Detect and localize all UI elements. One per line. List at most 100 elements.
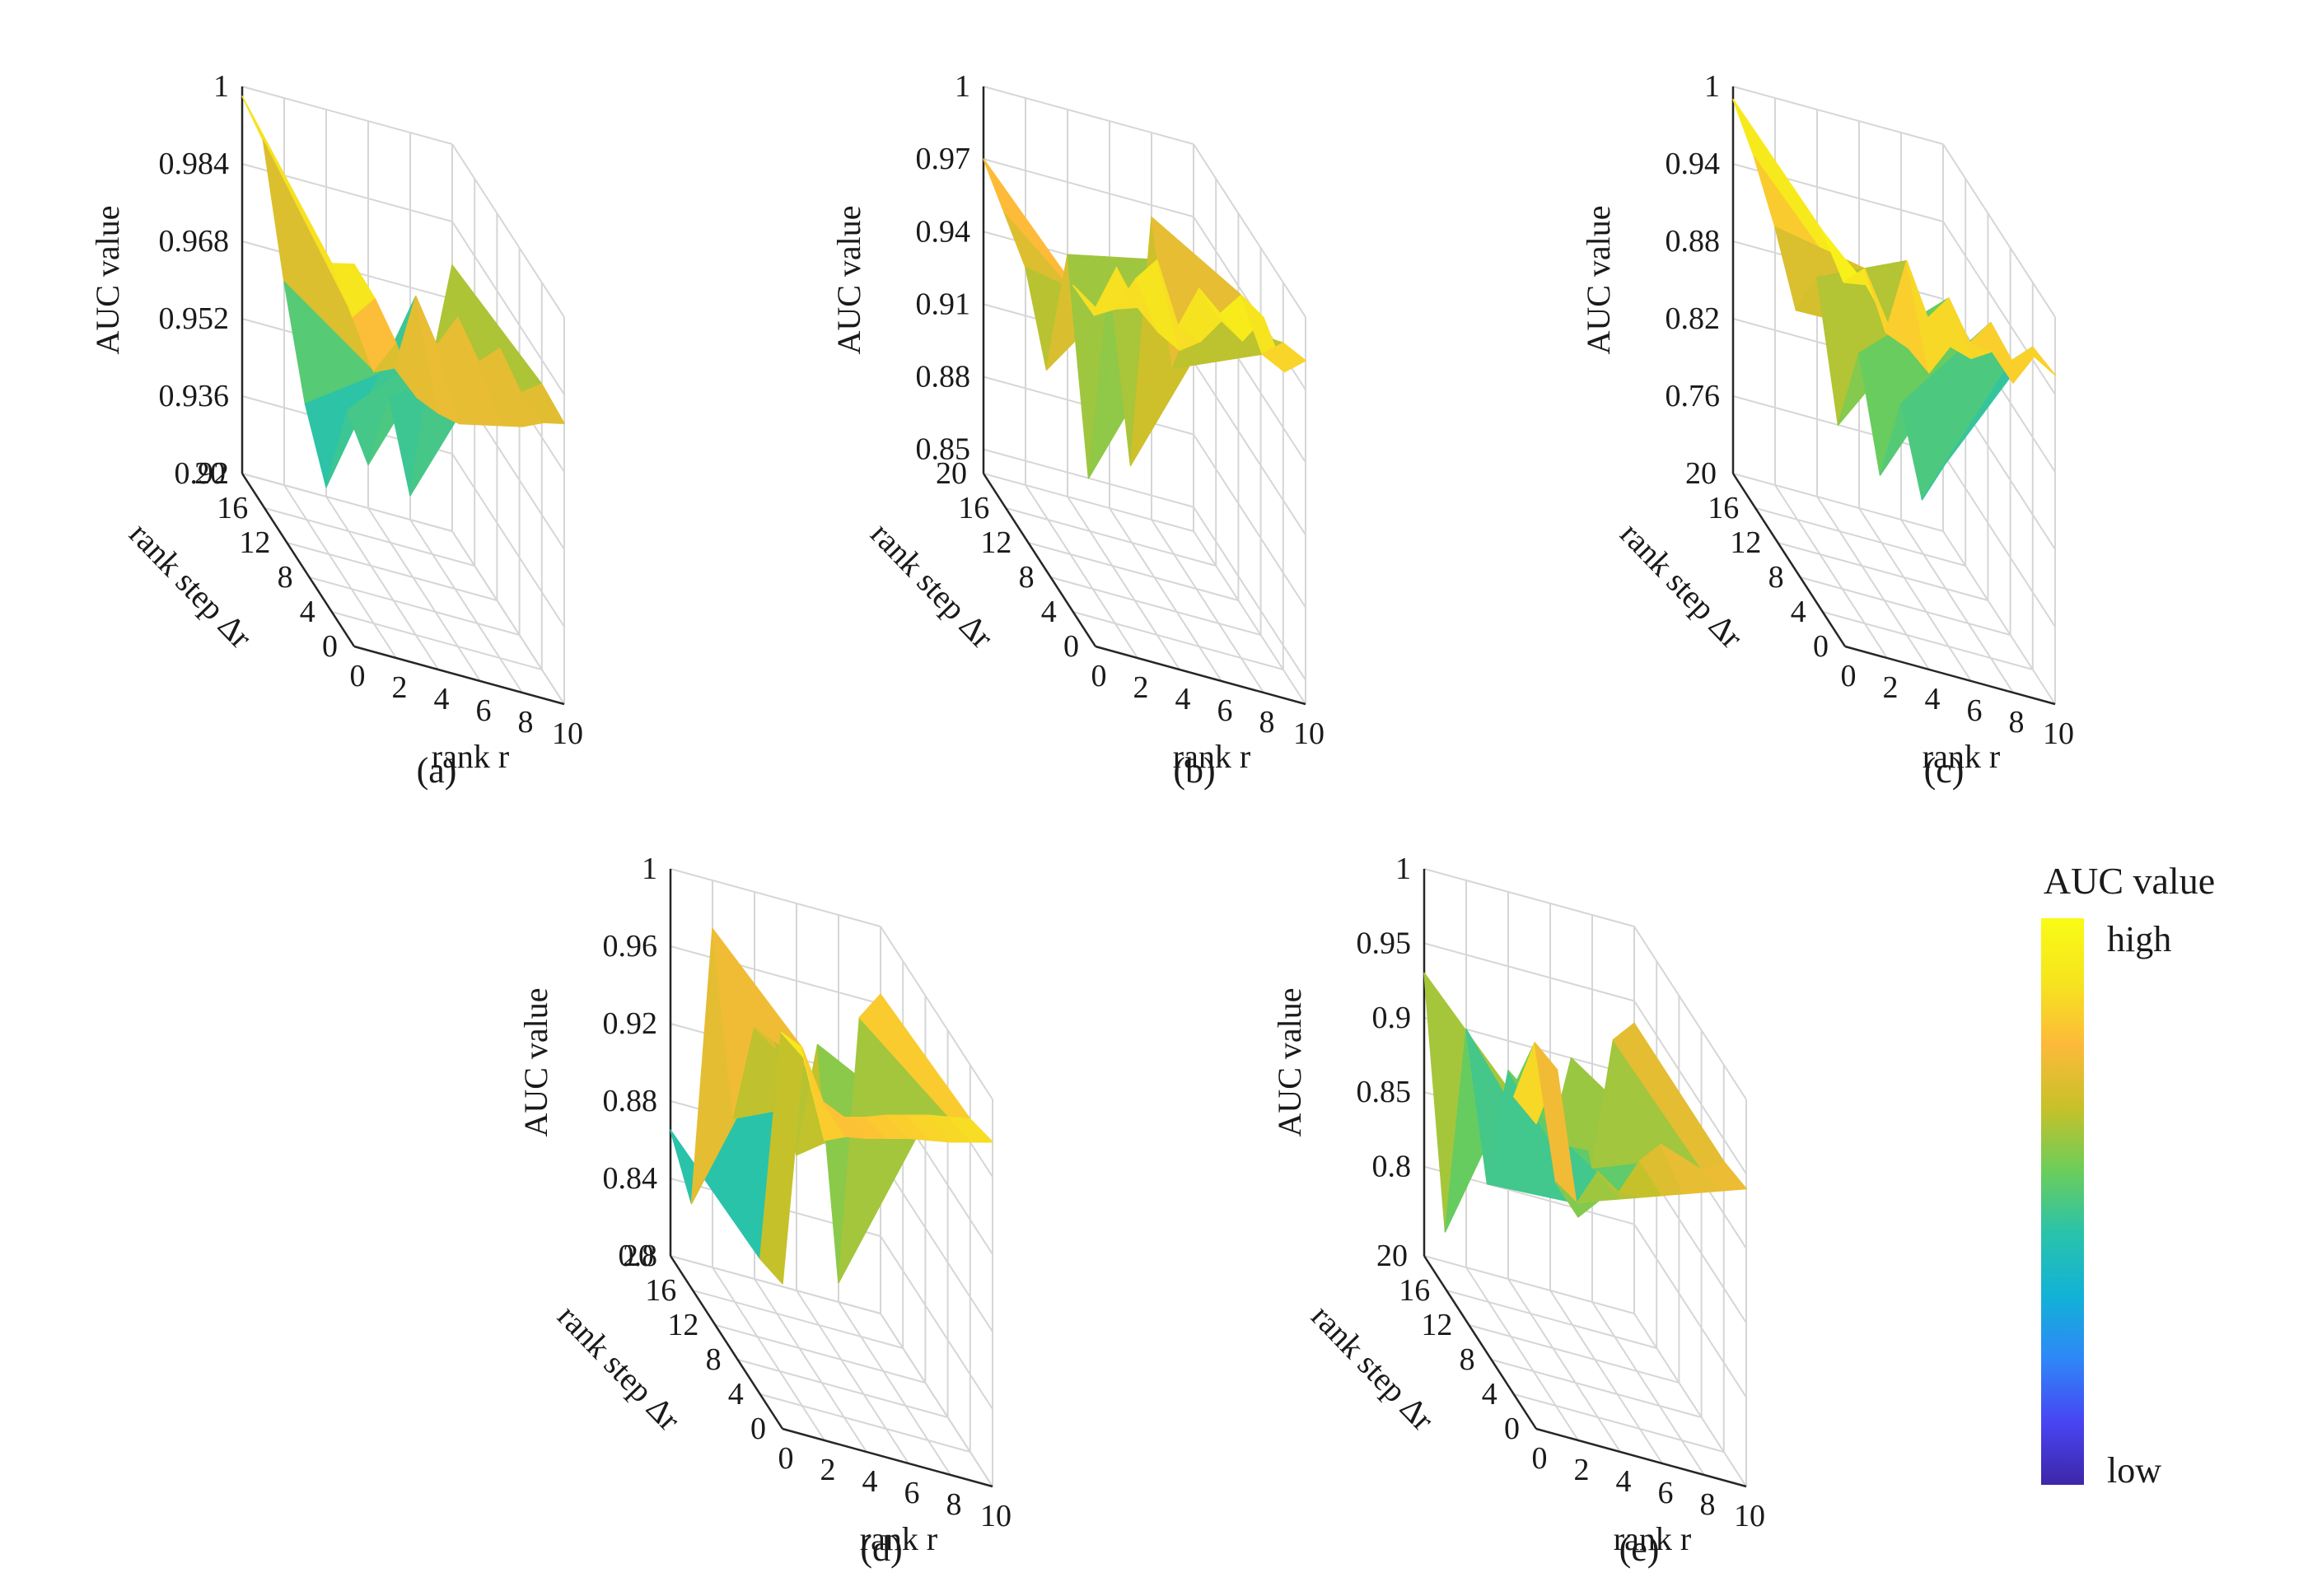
surface xyxy=(1732,98,2056,501)
floor-gridline xyxy=(309,576,520,636)
wall-gridline xyxy=(451,453,565,628)
wall-gridline xyxy=(241,86,453,145)
y-tick-label: 16 xyxy=(958,491,989,525)
wall-gridline xyxy=(983,86,1194,145)
z-tick-label: 0.8 xyxy=(1372,1150,1412,1184)
x-tick-label: 2 xyxy=(820,1453,836,1487)
z-tick-label: 1 xyxy=(642,852,657,886)
floor-gridline xyxy=(1469,1324,1680,1384)
x-tick-label: 2 xyxy=(392,670,408,705)
floor-gridline xyxy=(1005,507,1217,567)
floor-gridline xyxy=(1942,530,2056,705)
z-tick-label: 0.97 xyxy=(916,142,971,176)
x-tick-label: 6 xyxy=(1217,693,1233,728)
x-tick-label: 0 xyxy=(778,1441,794,1476)
panel-caption: (a) xyxy=(417,750,457,791)
floor-gridline xyxy=(1774,484,1888,659)
wall-gridline xyxy=(1633,1000,1747,1174)
surface-panels: 0 2 4 6 8 100481216200.920.9360.9520.9680.984… xyxy=(89,69,2074,1569)
floor-gridline xyxy=(1423,1255,1635,1314)
y-tick-label: 0 xyxy=(1063,629,1079,664)
z-tick-label: 0.96 xyxy=(603,929,658,964)
x-tick-label: 10 xyxy=(1293,716,1325,751)
floor-gridline xyxy=(264,507,475,567)
floor-gridline xyxy=(692,1290,904,1349)
x-axis-line xyxy=(1095,645,1306,706)
z-tick-label: 1 xyxy=(955,69,970,104)
floor-gridline xyxy=(1151,519,1264,693)
floor-gridline xyxy=(1025,484,1138,659)
z-tick-label: 0.85 xyxy=(916,432,971,467)
floor-gridline xyxy=(287,542,498,601)
colorbar-title: AUC value xyxy=(2044,860,2215,902)
wall-gridline xyxy=(670,1255,881,1314)
wall-gridline xyxy=(670,868,881,927)
x-tick-label: 4 xyxy=(1175,682,1191,716)
floor-gridline xyxy=(1465,1267,1579,1441)
x-tick-label: 0 xyxy=(1532,1441,1548,1476)
y-axis-line xyxy=(241,473,356,647)
y-tick-label: 16 xyxy=(645,1273,676,1308)
y-tick-label: 12 xyxy=(1421,1308,1452,1342)
panel-caption: (d) xyxy=(860,1528,902,1569)
floor-gridline xyxy=(1591,1301,1705,1476)
wall-gridline xyxy=(241,473,453,532)
x-tick-label: 0 xyxy=(350,659,366,693)
y-tick-label: 16 xyxy=(1399,1273,1430,1308)
z-axis-label: AUC value xyxy=(517,987,554,1136)
wall-gridline xyxy=(1423,868,1635,927)
y-tick-label: 0 xyxy=(1504,1412,1520,1446)
panel-0: 0 2 4 6 8 100481216200.920.9360.9520.9680.984… xyxy=(89,69,583,791)
floor-gridline xyxy=(1491,1359,1702,1418)
wall-gridline xyxy=(880,1313,993,1487)
z-tick-label: 0.94 xyxy=(1666,147,1721,181)
z-tick-label: 0.88 xyxy=(1666,224,1721,259)
x-tick-label: 2 xyxy=(1133,670,1149,705)
floor-gridline xyxy=(712,1267,825,1441)
y-tick-label: 8 xyxy=(1460,1342,1475,1377)
x-tick-label: 10 xyxy=(552,716,583,751)
wall-gridline xyxy=(1423,942,1635,1002)
x-tick-label: 4 xyxy=(862,1464,878,1499)
z-tick-label: 0.88 xyxy=(916,360,971,394)
z-tick-label: 0.9 xyxy=(1372,1001,1412,1035)
floor-gridline xyxy=(1800,576,2011,636)
z-tick-label: 0.84 xyxy=(603,1161,658,1196)
y-tick-label: 12 xyxy=(980,525,1012,560)
floor-gridline xyxy=(325,496,439,670)
floor-gridline xyxy=(759,1393,971,1453)
wall-gridline xyxy=(1942,221,2056,395)
wall-gridline xyxy=(1942,143,2056,318)
floor-gridline xyxy=(715,1324,926,1384)
colorbar-legend: AUC value high low xyxy=(2041,860,2215,1491)
floor-gridline xyxy=(1822,611,2034,670)
z-axis-label: AUC value xyxy=(89,205,126,354)
floor-gridline xyxy=(1193,530,1306,705)
x-tick-label: 6 xyxy=(1967,693,1983,728)
floor-gridline xyxy=(1633,1313,1747,1487)
panel-caption: (c) xyxy=(1924,750,1965,791)
wall-gridline xyxy=(451,530,565,705)
floor-gridline xyxy=(1513,1393,1725,1453)
x-tick-label: 4 xyxy=(1925,682,1941,716)
x-tick-label: 4 xyxy=(434,682,450,716)
x-tick-label: 6 xyxy=(476,693,492,728)
y-tick-label: 20 xyxy=(936,456,967,491)
z-tick-label: 1 xyxy=(1704,69,1720,104)
wall-gridline xyxy=(1193,506,1306,681)
y-axis-line xyxy=(1423,1255,1538,1430)
x-axis-line xyxy=(1844,645,2056,706)
floor-gridline xyxy=(1028,542,1239,601)
y-tick-label: 0 xyxy=(322,629,338,664)
y-axis-line xyxy=(669,1255,784,1430)
z-tick-label: 0.88 xyxy=(603,1084,658,1118)
y-tick-label: 4 xyxy=(300,595,315,629)
surface-patch xyxy=(520,383,565,425)
x-tick-label: 2 xyxy=(1574,1453,1590,1487)
wall-gridline xyxy=(880,926,993,1100)
z-tick-label: 0.8 xyxy=(619,1239,658,1273)
y-axis-line xyxy=(982,473,1097,647)
